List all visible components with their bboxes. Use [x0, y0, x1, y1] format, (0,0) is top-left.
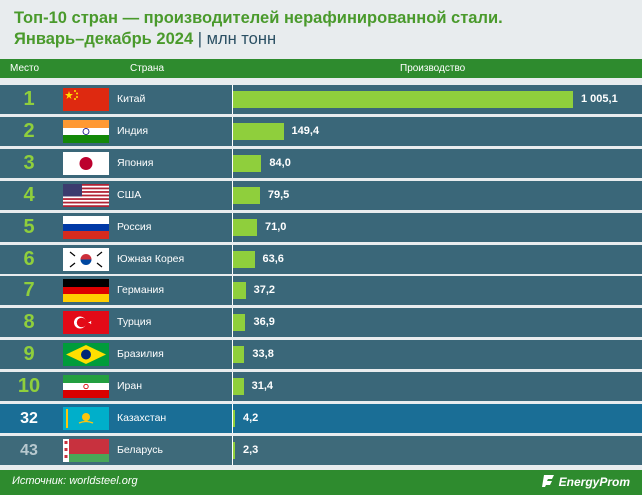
table-row: 5 Россия 71,0: [0, 212, 642, 242]
table-row: 7 Германия 37,2: [0, 276, 642, 306]
bar-axis-line: [232, 244, 233, 274]
bar: [233, 378, 244, 396]
bar: [233, 282, 246, 300]
bar-axis-line: [232, 85, 233, 114]
value-label: 149,4: [291, 124, 320, 137]
country-label: Германия: [117, 284, 165, 297]
iran-flag-icon: [63, 375, 109, 399]
row-rank: 6: [23, 247, 35, 270]
bar: [233, 91, 573, 108]
china-flag-icon: [63, 88, 109, 111]
turkey-flag-icon: [63, 311, 109, 335]
bar: [233, 410, 235, 427]
row-rank: 43: [20, 441, 38, 459]
country-label: Индия: [117, 124, 149, 137]
title-line-1: Топ-10 стран — производителей нерафиниро…: [14, 9, 503, 27]
table-row: 8 Турция 36,9: [0, 308, 642, 338]
bar: [233, 218, 258, 236]
header-value: Производство: [400, 63, 466, 74]
table-row: 4 США 79,5: [0, 180, 642, 210]
bar-axis-line: [232, 276, 233, 306]
bar: [233, 186, 260, 204]
row-rank: 32: [20, 410, 38, 427]
chart-title: Топ-10 стран — производителей нерафиниро…: [14, 8, 503, 50]
bar-axis-line: [232, 212, 233, 242]
header-country: Страна: [130, 63, 165, 74]
bar-axis-line: [232, 308, 233, 338]
table-row: 43 Беларусь 2,3: [0, 435, 642, 465]
country-label: Казахстан: [117, 412, 167, 424]
value-label: 79,5: [267, 188, 290, 201]
value-label: 33,8: [252, 348, 274, 361]
bar: [233, 346, 245, 364]
bar-axis-line: [232, 148, 233, 178]
title-period: Январь–декабрь 2024: [14, 30, 194, 48]
value-label: 63,6: [262, 252, 284, 265]
table-row: 6 Южная Корея 63,6: [0, 244, 642, 274]
footer: Источник: worldsteel.org EnergyProm: [0, 470, 642, 495]
south-korea-flag-icon: [63, 247, 109, 271]
bar: [233, 154, 262, 172]
value-label: 84,0: [269, 156, 291, 169]
germany-flag-icon: [63, 279, 109, 303]
row-rank: 7: [23, 279, 35, 302]
belarus-flag-icon: [63, 438, 109, 462]
brazil-flag-icon: [63, 343, 109, 367]
brand-name: EnergyProm: [558, 475, 630, 489]
table-row: 10 Иран 31,4: [0, 372, 642, 402]
row-rank: 10: [17, 375, 41, 398]
value-label: 37,2: [253, 284, 275, 297]
energyprom-logo-icon: [541, 475, 554, 487]
russia-flag-icon: [63, 215, 109, 239]
country-label: Китай: [117, 93, 146, 105]
row-rank: 1: [23, 88, 35, 110]
country-label: Беларусь: [117, 443, 163, 456]
country-label: Турция: [117, 316, 152, 329]
country-label: США: [117, 188, 142, 201]
bar: [233, 441, 235, 459]
row-rank: 2: [23, 119, 35, 142]
table-header: Место Страна Производство: [0, 59, 642, 78]
value-label: 71,0: [265, 220, 287, 233]
title-line-2: Январь–декабрь 2024 | млн тонн: [14, 29, 503, 50]
bar-axis-line: [232, 372, 233, 402]
value-label: 36,9: [253, 316, 275, 329]
brand: EnergyProm: [541, 474, 630, 489]
table-row: 2 Индия 149,4: [0, 116, 642, 146]
bar-axis-line: [232, 180, 233, 210]
bar-axis-line: [232, 340, 233, 370]
kazakhstan-flag-icon: [63, 407, 109, 430]
value-label: 1 005,1: [581, 93, 618, 105]
bar-axis-line: [232, 435, 233, 465]
value-label: 2,3: [243, 443, 259, 456]
country-label: Россия: [117, 220, 152, 233]
row-rank: 3: [23, 151, 35, 174]
country-label: Южная Корея: [117, 252, 185, 265]
country-label: Бразилия: [117, 348, 164, 361]
row-rank: 4: [23, 183, 35, 206]
japan-flag-icon: [63, 151, 109, 175]
title-unit: млн тонн: [206, 30, 277, 48]
row-rank: 9: [23, 343, 35, 366]
bar-axis-line: [232, 116, 233, 146]
row-rank: 5: [23, 215, 35, 238]
header-rank: Место: [10, 63, 40, 74]
table-row: 3 Япония 84,0: [0, 148, 642, 178]
country-label: Иран: [117, 380, 143, 393]
usa-flag-icon: [63, 183, 109, 207]
table-row: 9 Бразилия 33,8: [0, 340, 642, 370]
bar: [233, 250, 255, 268]
source-note: Источник: worldsteel.org: [12, 475, 138, 487]
bar: [233, 122, 284, 140]
row-rank: 8: [23, 311, 35, 334]
bar: [233, 314, 246, 332]
table-row: 1 Китай 1 005,1: [0, 85, 642, 114]
country-label: Япония: [117, 156, 154, 169]
value-label: 4,2: [243, 412, 259, 424]
title-separator: |: [197, 30, 203, 48]
table-row: 32 Казахстан 4,2: [0, 404, 642, 433]
bar-axis-line: [232, 404, 233, 433]
value-label: 31,4: [251, 380, 274, 393]
india-flag-icon: [63, 119, 109, 143]
